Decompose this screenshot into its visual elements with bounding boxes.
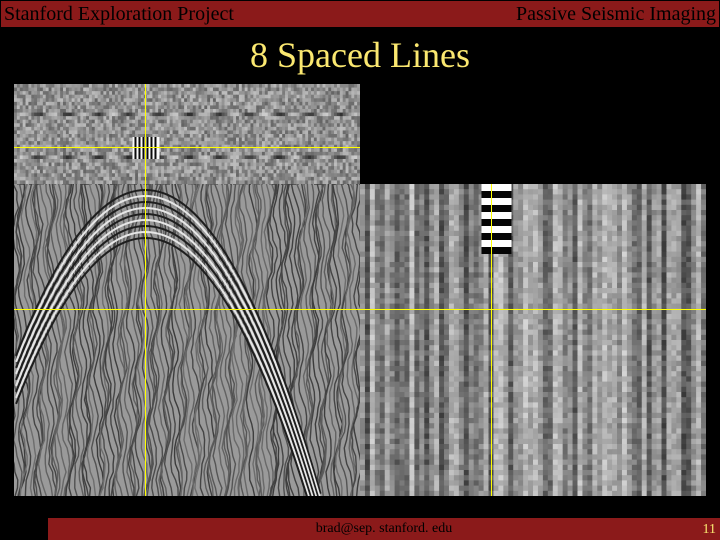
panel-bottom-right xyxy=(360,184,706,496)
panel-bottom-left xyxy=(14,184,360,496)
crosshair-line xyxy=(491,184,492,496)
panel-grid xyxy=(14,84,706,496)
footer-email: brad@sep. stanford. edu xyxy=(316,521,453,537)
slide-title: 8 Spaced Lines xyxy=(0,28,720,80)
seismic-figure xyxy=(10,80,710,500)
panel-top-right xyxy=(360,84,706,184)
panel-top-left xyxy=(14,84,360,184)
page-number: 11 xyxy=(703,522,716,538)
crosshair-line xyxy=(360,309,706,310)
header-left-text: Stanford Exploration Project xyxy=(4,3,234,26)
slide-header: Stanford Exploration Project Passive Sei… xyxy=(0,0,720,28)
crosshair-line xyxy=(14,147,360,148)
header-right-text: Passive Seismic Imaging xyxy=(516,3,716,26)
crosshair-line xyxy=(14,309,360,310)
crosshair-line xyxy=(145,84,146,184)
crosshair-line xyxy=(145,184,146,496)
slide-footer: brad@sep. stanford. edu 11 xyxy=(48,518,720,540)
